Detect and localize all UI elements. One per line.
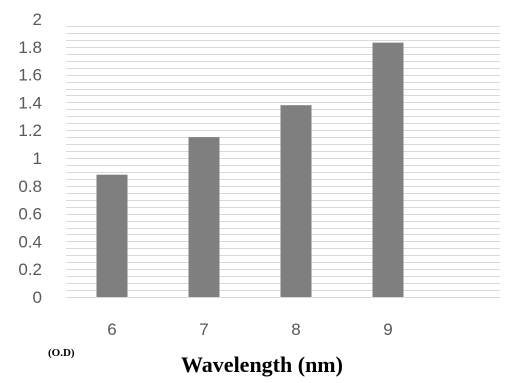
y-tick-label: 1.4	[18, 93, 42, 112]
bar-7	[188, 137, 220, 297]
bar-9	[372, 42, 404, 297]
y-tick-label: 0.8	[18, 177, 42, 196]
y-tick-label: 1.6	[18, 66, 42, 85]
bar-8	[280, 105, 312, 298]
y-tick-label: 0.6	[18, 205, 42, 224]
x-tick-label: 8	[291, 320, 300, 339]
y-tick-label: 0.4	[18, 232, 42, 251]
y-tick-label: 2	[33, 10, 42, 29]
x-tick-label: 9	[383, 320, 392, 339]
x-tick-label: 7	[199, 320, 208, 339]
x-tick-label: 6	[107, 320, 116, 339]
y-axis-ticks: 0 0.2 0.4 0.6 0.8 1 1.2 1.4 1.6 1.8 2	[18, 10, 42, 307]
bars	[96, 42, 404, 298]
y-tick-label: 1.8	[18, 38, 42, 57]
x-axis-ticks: 6 7 8 9	[107, 320, 392, 339]
unit-label: (O.D)	[48, 347, 75, 359]
y-tick-label: 1.2	[18, 121, 42, 140]
y-tick-label: 1	[33, 149, 42, 168]
y-tick-label: 0.2	[18, 260, 42, 279]
x-axis-title: Wavelength (nm)	[181, 352, 343, 377]
bar-6	[96, 174, 128, 297]
y-tick-label: 0	[33, 288, 42, 307]
